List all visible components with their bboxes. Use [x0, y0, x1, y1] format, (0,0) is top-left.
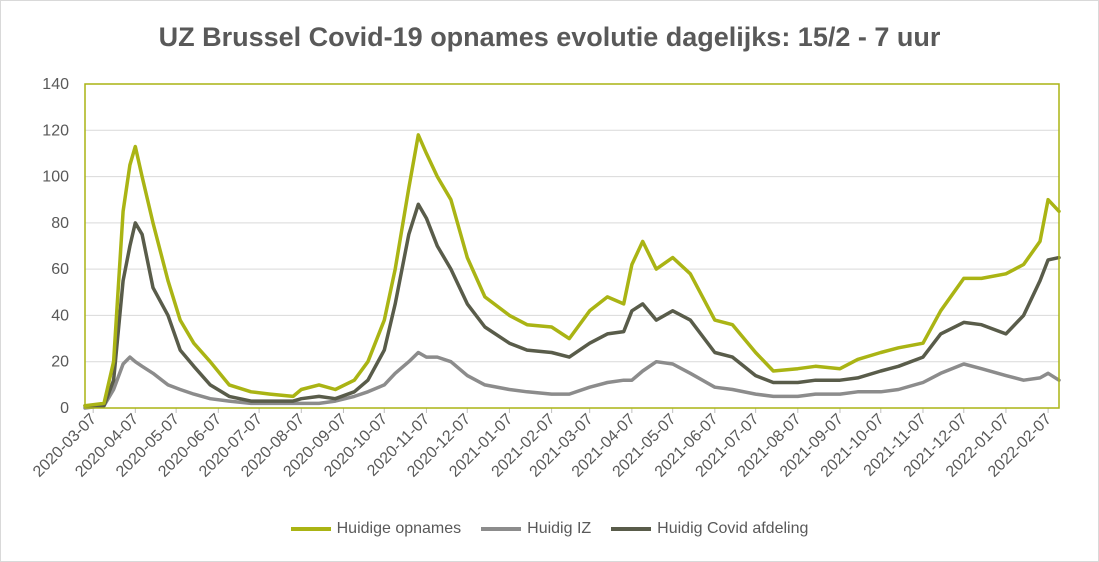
- chart-title: UZ Brussel Covid-19 opnames evolutie dag…: [158, 22, 941, 52]
- legend-item: Huidige opnames: [290, 520, 462, 538]
- legend-label: Huidig IZ: [527, 520, 592, 537]
- y-axis-ticks: 0 20 40 60 80 100 120 140: [42, 76, 69, 417]
- x-axis-ticks: 2020-03-072020-04-072020-05-072020-06-07…: [30, 408, 1055, 481]
- legend-item: Huidig IZ: [481, 520, 591, 538]
- legend-swatch: [611, 527, 652, 531]
- legend-swatch: [481, 527, 522, 531]
- legend-swatch: [290, 527, 331, 531]
- y-tick-label: 80: [51, 215, 69, 232]
- series-line-huidig-covid-afdeling: [83, 202, 1061, 408]
- y-tick-label: 20: [51, 354, 69, 371]
- y-tick-label: 100: [42, 169, 69, 186]
- series-line-huidig-iz: [83, 350, 1061, 410]
- legend: Huidige opnames Huidig IZ Huidig Covid afd…: [0, 520, 1099, 538]
- legend-label: Huidige opnames: [336, 520, 462, 537]
- legend-label: Huidig Covid afdeling: [657, 520, 809, 537]
- y-tick-label: 140: [42, 76, 69, 93]
- y-tick-label: 0: [60, 400, 69, 417]
- gridlines: [85, 83, 1059, 409]
- y-tick-label: 40: [51, 307, 69, 324]
- legend-item: Huidig Covid afdeling: [611, 520, 808, 538]
- series-lines: [83, 133, 1061, 410]
- y-tick-label: 60: [51, 261, 69, 278]
- y-tick-label: 120: [42, 122, 69, 139]
- plot-area-border: [84, 83, 1060, 409]
- series-line-huidige-opnames: [83, 133, 1061, 408]
